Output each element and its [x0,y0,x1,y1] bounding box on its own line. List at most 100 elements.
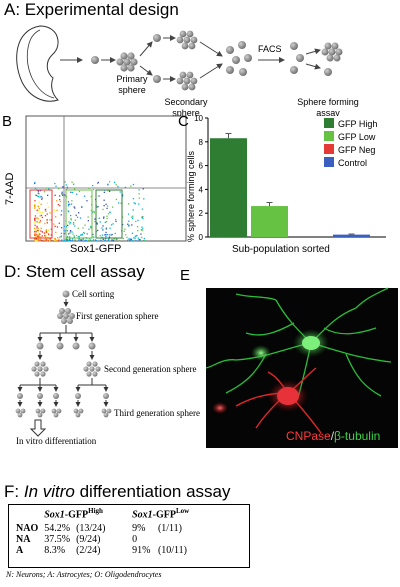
scatter-event [65,184,67,186]
scatter-event [46,213,48,215]
scatter-event [74,225,76,227]
scatter-event [100,239,102,241]
scatter-event [99,235,101,237]
table-footnote: N: Neurons; A: Astrocytes; O: Oligodendr… [6,570,162,579]
scatter-event [66,187,69,189]
scatter-event [37,205,40,208]
scatter-event [44,191,46,193]
scatter-event [83,231,85,234]
embryo-outline [16,25,59,102]
scatter-event [34,239,36,241]
scatter-event [56,209,58,211]
scatter-event [61,191,63,193]
sorted-cells [290,42,304,74]
bar-control [333,234,370,237]
scatter-event [95,240,97,242]
scatter-event [38,208,40,210]
panel-d-title: D: Stem cell assay [4,262,145,281]
scatter-event [49,239,51,241]
scatter-event [101,234,104,236]
y-tick-label: 6 [199,162,204,171]
scatter-event [121,195,124,197]
scatter-event [64,194,66,196]
scatter-event [37,190,40,192]
scatter-event [78,240,80,242]
scatter-event [142,228,144,230]
scatter-event [97,229,99,232]
scatter-event [54,237,56,239]
legend-label: GFP Neg [338,145,375,155]
scatter-event [36,225,38,228]
scatter-event [83,232,86,234]
scatter-event [34,187,37,189]
scatter-event [99,221,101,223]
scatter-event [74,239,76,241]
scatter-event [74,219,77,221]
scatter-event [72,223,75,225]
scatter-event [138,193,140,195]
scatter-event [46,222,48,224]
scatter-event [77,227,79,229]
legend-swatch [324,157,334,167]
scatter-event [84,239,86,241]
scatter-event [141,229,143,232]
scatter-event [58,238,60,240]
scatter-event [62,186,64,188]
scatter-event [115,220,117,223]
bar-gfp-low [251,206,288,237]
scatter-event [98,217,100,219]
scatter-event [111,233,113,236]
second-gen-label: Second generation sphere [104,364,197,374]
scatter-event [45,187,47,189]
scatter-event [104,239,106,241]
scatter-event [103,217,105,219]
scatter-event [114,232,116,235]
scatter-event [110,224,113,226]
scatter-event [69,230,72,232]
scatter-event [98,195,100,197]
scatter-event [133,237,135,239]
scatter-event [54,238,56,240]
scatter-event [129,238,131,240]
scatter-event [137,230,139,232]
scatter-event [39,196,41,198]
scatter-event [88,239,90,241]
scatter-event [128,203,130,205]
scatter-event [103,216,105,218]
scatter-event [78,236,80,238]
scatter-event [142,217,144,220]
gate-gfp-low [65,189,93,239]
scatter-event [44,222,46,225]
scatter-event [90,209,92,212]
scatter-event [137,226,139,228]
scatter-event [80,239,82,241]
scatter-event [132,209,134,211]
scatter-event [141,236,143,239]
scatter-event [143,240,145,242]
facs-scatter-plot [25,115,187,242]
scatter-event [88,187,90,189]
scatter-event [59,199,61,201]
scatter-event [36,233,38,236]
panel-a-title: A: Experimental design [4,0,179,19]
scatter-event [54,225,56,227]
scatter-event [134,237,136,239]
scatter-event [73,221,75,224]
scatter-event [117,185,119,188]
scatter-event [45,210,47,212]
table-row: NA 37.5% (9/24) 0 [16,534,138,545]
scatter-event [56,226,59,228]
scatter-event [41,231,44,233]
scatter-event [63,239,65,242]
scatter-event [60,232,63,234]
scatter-event [139,239,141,241]
scatter-event [34,219,36,222]
scatter-event [118,202,120,204]
scatter-event [143,237,145,240]
scatter-event [37,235,39,238]
scatter-event [39,233,41,235]
scatter-event [36,239,38,242]
scatter-event [41,211,44,213]
scatter-event [135,240,137,242]
scatter-event [78,238,80,240]
